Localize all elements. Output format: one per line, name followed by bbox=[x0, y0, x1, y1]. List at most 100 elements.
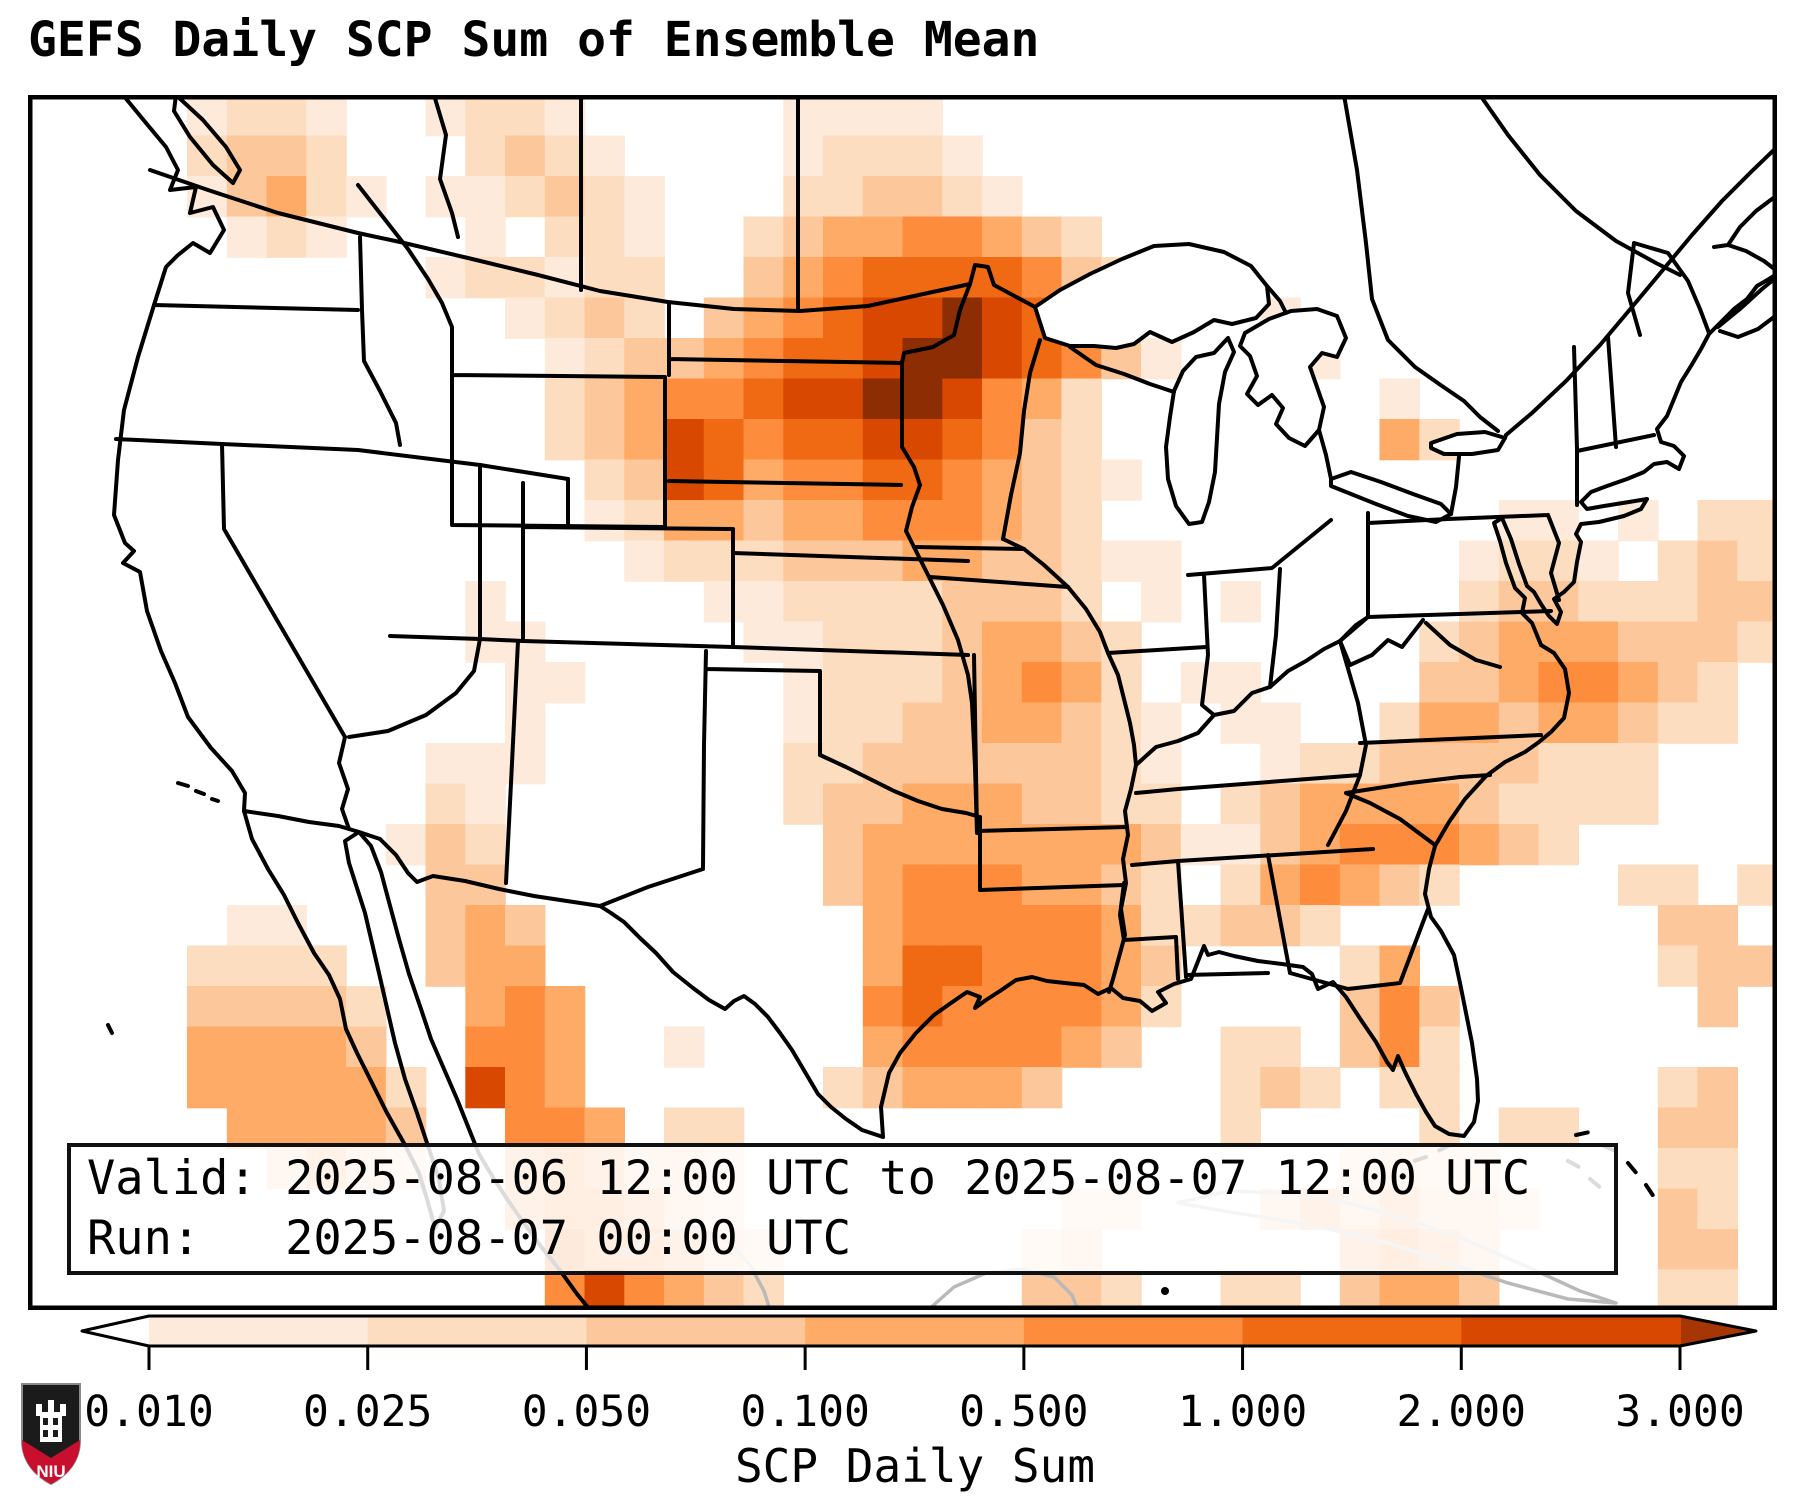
heat-cell bbox=[1618, 783, 1659, 825]
border-path bbox=[521, 481, 735, 649]
heat-cell bbox=[942, 216, 983, 258]
niu-castle-icon bbox=[36, 1400, 66, 1442]
heat-cell bbox=[823, 297, 864, 339]
heat-cell bbox=[1339, 824, 1381, 866]
heat-cell bbox=[187, 1067, 228, 1109]
border-path bbox=[1134, 615, 1370, 767]
heat-cell bbox=[465, 176, 506, 218]
heat-cell bbox=[1260, 702, 1301, 744]
map-canvas bbox=[28, 95, 1777, 1310]
heat-cell bbox=[465, 986, 506, 1028]
heat-cell bbox=[544, 95, 586, 137]
heat-cell bbox=[1578, 743, 1619, 785]
heat-cell bbox=[1737, 945, 1777, 987]
heat-cell bbox=[346, 1026, 387, 1068]
heat-cell bbox=[982, 662, 1023, 704]
heat-cell bbox=[902, 176, 943, 218]
colorbar-axis-label: SCP Daily Sum bbox=[735, 1439, 1095, 1493]
heat-cell bbox=[1220, 1026, 1261, 1068]
heat-cell bbox=[505, 1107, 546, 1149]
border-path bbox=[900, 282, 972, 549]
heat-cell bbox=[902, 945, 943, 987]
heat-cell bbox=[1021, 500, 1063, 542]
heat-cell bbox=[226, 95, 268, 137]
heat-cell bbox=[425, 824, 466, 866]
heat-cell bbox=[505, 945, 546, 987]
heat-cell bbox=[1697, 1229, 1738, 1271]
border-path bbox=[1176, 853, 1430, 991]
heat-cell bbox=[902, 986, 943, 1028]
heat-cell bbox=[1697, 1067, 1738, 1109]
heat-cell bbox=[1101, 621, 1142, 663]
heat-cell bbox=[942, 500, 983, 542]
heat-cell bbox=[783, 581, 824, 623]
heat-cell bbox=[1339, 1269, 1381, 1310]
heat-cell bbox=[942, 945, 983, 987]
heat-cell bbox=[902, 905, 943, 947]
heat-cell bbox=[783, 176, 824, 218]
heat-cell bbox=[823, 621, 864, 663]
heat-cell bbox=[187, 95, 228, 137]
border-path bbox=[1344, 773, 1492, 847]
heat-cell bbox=[823, 864, 864, 906]
heat-cell bbox=[226, 905, 268, 947]
heat-cell bbox=[823, 540, 864, 582]
heat-cell bbox=[942, 864, 983, 906]
heat-cell bbox=[1300, 905, 1341, 947]
heat-cell bbox=[1061, 905, 1102, 947]
heat-cell bbox=[982, 905, 1023, 947]
heat-cell bbox=[703, 297, 745, 339]
border-path bbox=[114, 437, 570, 481]
heat-cell bbox=[823, 257, 864, 299]
heat-cell bbox=[1260, 824, 1301, 866]
heat-cell bbox=[505, 135, 546, 177]
heat-cell bbox=[1657, 864, 1699, 906]
heat-cell bbox=[743, 419, 784, 461]
heat-cell bbox=[902, 864, 943, 906]
heat-cell bbox=[982, 1026, 1023, 1068]
heat-cell bbox=[1300, 1067, 1341, 1109]
heat-cell bbox=[823, 1067, 864, 1109]
heat-cell bbox=[1697, 986, 1738, 1028]
heat-cell bbox=[1141, 338, 1182, 380]
heat-cell bbox=[1101, 783, 1142, 825]
heat-cell bbox=[1061, 216, 1102, 258]
heat-cell bbox=[584, 378, 625, 420]
colorbar-segment bbox=[367, 1316, 588, 1346]
heat-cell bbox=[1260, 1067, 1301, 1109]
colorbar-over-arrow bbox=[1680, 1316, 1756, 1346]
heat-cell bbox=[1061, 378, 1102, 420]
heat-cell bbox=[902, 297, 943, 339]
heat-cell bbox=[862, 824, 904, 866]
heat-cell bbox=[1618, 581, 1659, 623]
valid-text: Valid: 2025-08-06 12:00 UTC to 2025-08-0… bbox=[87, 1151, 1531, 1206]
heat-cell bbox=[902, 95, 943, 137]
heat-cell bbox=[1021, 743, 1063, 785]
heat-cell bbox=[823, 378, 864, 420]
heat-cell bbox=[664, 1107, 705, 1149]
heat-cell bbox=[624, 459, 665, 501]
border-path bbox=[1712, 193, 1777, 273]
heat-cell bbox=[862, 581, 904, 623]
heat-cell bbox=[187, 945, 228, 987]
heat-cell bbox=[266, 95, 307, 137]
heat-cell bbox=[862, 783, 904, 825]
heat-cell bbox=[1141, 581, 1182, 623]
heat-cell bbox=[942, 662, 983, 704]
heat-cell bbox=[1538, 743, 1579, 785]
heat-cell bbox=[942, 1067, 983, 1109]
heat-cell bbox=[664, 1026, 705, 1068]
heat-cell bbox=[1498, 1107, 1540, 1149]
heat-cell bbox=[1737, 581, 1777, 623]
heat-cell bbox=[902, 702, 943, 744]
heat-cell bbox=[624, 419, 665, 461]
heat-cell bbox=[862, 905, 904, 947]
heat-cell bbox=[1061, 824, 1102, 866]
heat-cell bbox=[624, 378, 665, 420]
heat-cell bbox=[823, 338, 864, 380]
colorbar-tick-label: 0.100 bbox=[740, 1387, 869, 1437]
heat-cell bbox=[703, 1107, 745, 1149]
heat-cell bbox=[902, 824, 943, 866]
heat-cell bbox=[942, 135, 983, 177]
heat-cell bbox=[544, 1067, 586, 1109]
